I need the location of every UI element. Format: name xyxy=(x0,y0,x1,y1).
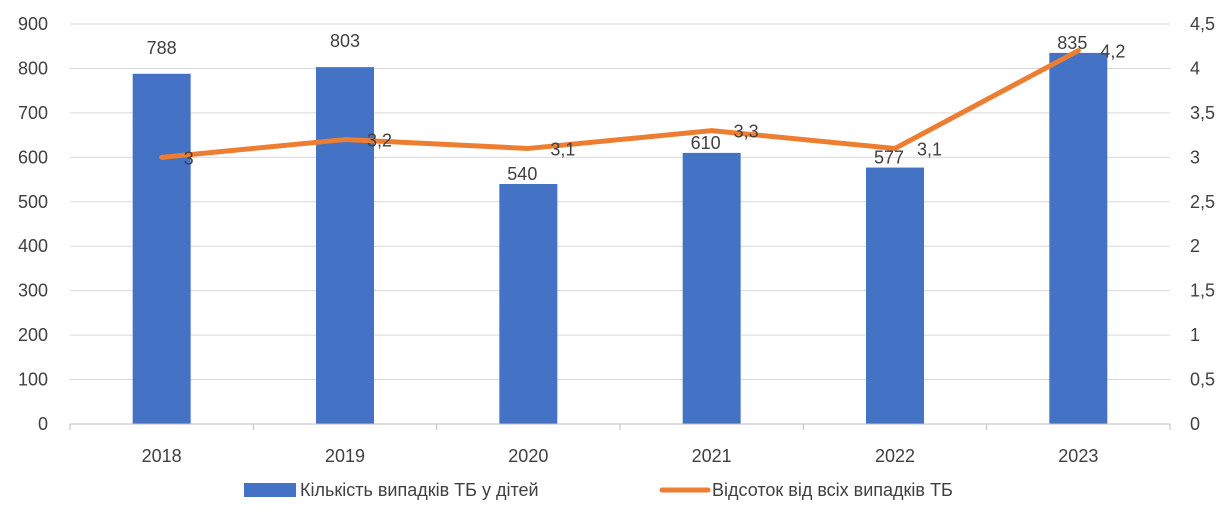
y-right-tick-label-1: 0,5 xyxy=(1190,370,1215,390)
line-data-label-2020: 3,1 xyxy=(550,139,575,159)
x-tick-label-2019: 2019 xyxy=(325,446,365,466)
x-tick-label-2022: 2022 xyxy=(875,446,915,466)
bar-2020 xyxy=(499,184,558,424)
y-right-tick-label-6: 3 xyxy=(1190,147,1200,167)
y-left-tick-label-6: 600 xyxy=(18,147,48,167)
y-left-tick-label-4: 400 xyxy=(18,236,48,256)
y-left-tick-label-9: 900 xyxy=(18,14,48,34)
y-left-tick-label-2: 200 xyxy=(18,325,48,345)
bar-2022 xyxy=(866,167,924,425)
legend-label-line: Відсоток від всіх випадків ТБ xyxy=(712,480,953,500)
y-left-tick-label-5: 500 xyxy=(18,192,48,212)
line-data-label-2018: 3 xyxy=(184,148,194,168)
bar-data-label-2018: 788 xyxy=(147,38,177,58)
bar-2019 xyxy=(316,67,374,424)
y-right-tick-label-5: 2,5 xyxy=(1190,192,1215,212)
line-data-label-2019: 3,2 xyxy=(367,131,392,151)
y-right-tick-label-0: 0 xyxy=(1190,414,1200,434)
bar-2018 xyxy=(132,73,191,425)
x-tick-label-2018: 2018 xyxy=(142,446,182,466)
bar-2023 xyxy=(1049,52,1108,425)
y-left-tick-label-0: 0 xyxy=(38,414,48,434)
y-right-tick-label-9: 4,5 xyxy=(1190,14,1215,34)
y-right-tick-label-4: 2 xyxy=(1190,236,1200,256)
y-right-tick-label-7: 3,5 xyxy=(1190,103,1215,123)
y-right-tick-label-2: 1 xyxy=(1190,325,1200,345)
y-right-tick-label-8: 4 xyxy=(1190,58,1200,78)
line-data-label-2022: 3,1 xyxy=(917,139,942,159)
y-left-tick-label-3: 300 xyxy=(18,281,48,301)
y-left-tick-label-1: 100 xyxy=(18,370,48,390)
x-tick-label-2023: 2023 xyxy=(1058,446,1098,466)
y-left-tick-label-7: 700 xyxy=(18,103,48,123)
legend-swatch-bar xyxy=(244,483,296,497)
bar-data-label-2022: 577 xyxy=(874,148,904,168)
bar-2021 xyxy=(682,152,741,424)
y-left-tick-label-8: 800 xyxy=(18,58,48,78)
bar-data-label-2021: 610 xyxy=(691,133,721,153)
y-right-tick-label-3: 1,5 xyxy=(1190,281,1215,301)
bar-data-label-2023: 835 xyxy=(1057,33,1087,53)
bar-data-label-2019: 803 xyxy=(330,31,360,51)
legend-label-bar: Кількість випадків ТБ у дітей xyxy=(300,480,539,500)
x-tick-label-2020: 2020 xyxy=(508,446,548,466)
bar-data-label-2020: 540 xyxy=(507,164,537,184)
line-data-label-2021: 3,3 xyxy=(734,122,759,142)
line-data-label-2023: 4,2 xyxy=(1100,42,1125,62)
line-series-percent xyxy=(159,48,1081,160)
x-tick-label-2021: 2021 xyxy=(692,446,732,466)
